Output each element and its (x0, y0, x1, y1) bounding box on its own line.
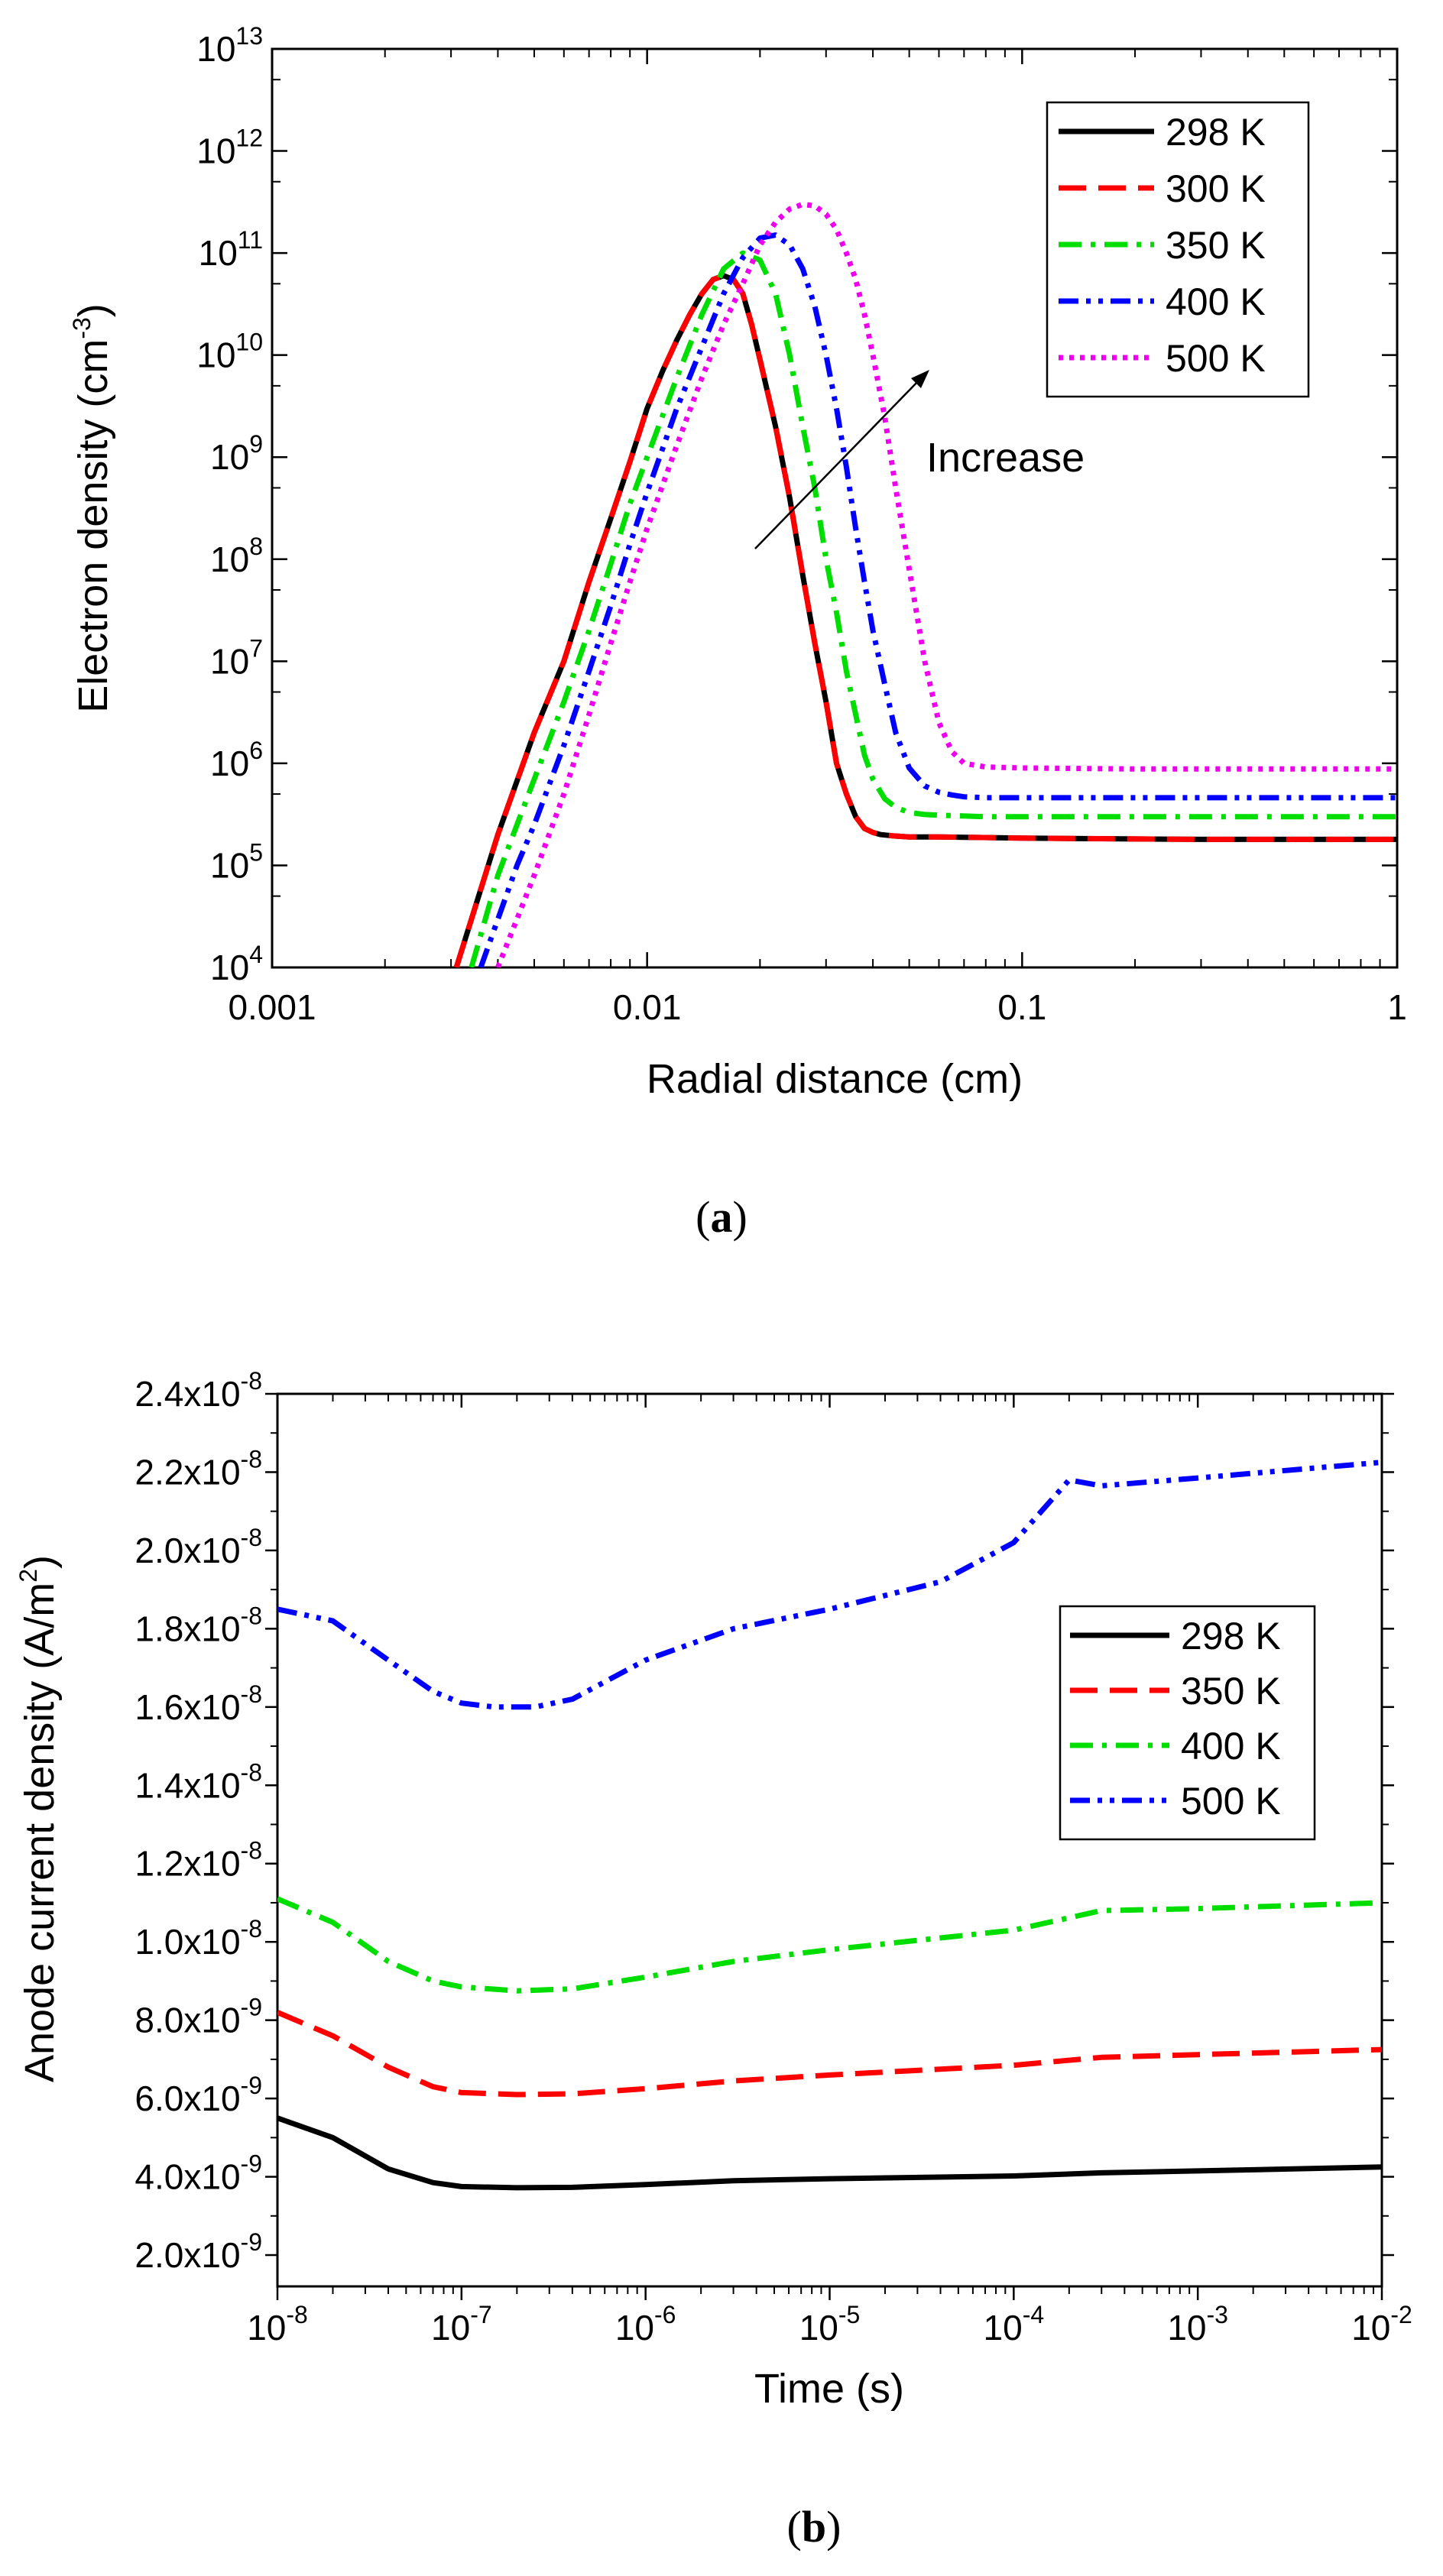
x-axis-title-b: Time (s) (754, 2366, 904, 2412)
series-group-a (453, 201, 1397, 967)
y-tick-label-a: 1013 (196, 22, 263, 69)
y-tick-label-a: 106 (210, 737, 263, 783)
y-tick-label-b: 4.0x10-9 (135, 2150, 262, 2197)
x-tick-labels-b: 10-8 10-7 10-6 10-5 10-4 10-3 10-2 (247, 2301, 1412, 2348)
x-tick-label-b: 10-6 (615, 2301, 676, 2348)
y-tick-labels-a: 104 105 106 107 108 109 1010 1011 1012 1013 (196, 22, 263, 987)
y-tick-label-a: 1012 (196, 125, 263, 171)
legend-label-b: 298 K (1181, 1615, 1281, 1657)
y-tick-label-b: 2.0x10-9 (135, 2228, 262, 2275)
x-tick-label-b: 10-2 (1351, 2301, 1412, 2348)
legend-label-b: 400 K (1181, 1725, 1281, 1768)
legend-label-b: 350 K (1181, 1670, 1281, 1712)
plot-frame-a (271, 47, 1399, 969)
y-tick-label-b: 6.0x10-9 (135, 2072, 262, 2118)
y-tick-label-b: 1.2x10-8 (135, 1837, 262, 1884)
series-group-b (277, 1460, 1382, 2191)
series-line-a (453, 273, 1397, 967)
tick-marks-b (265, 1392, 1394, 2300)
y-tick-label-a: 108 (210, 533, 263, 579)
tick-marks-a (271, 47, 1399, 969)
y-tick-label-a: 104 (210, 941, 263, 987)
y-tick-label-a: 1011 (199, 226, 263, 273)
y-tick-label-b: 2.0x10-8 (135, 1524, 262, 1570)
y-axis-title-a: Electron density (cm-3) (68, 303, 116, 713)
y-tick-label-a: 105 (210, 838, 263, 885)
legend-b: 298 K 350 K 400 K 500 K (1059, 1605, 1316, 1841)
series-line-a (469, 250, 1397, 967)
caption-a: (a) (696, 1192, 747, 1242)
y-tick-label-b: 2.2x10-8 (135, 1445, 262, 1492)
y-tick-label-a: 1010 (196, 329, 263, 375)
y-tick-label-b: 2.4x10-8 (135, 1367, 262, 1414)
y-tick-label-b: 1.4x10-8 (135, 1758, 262, 1805)
x-tick-label-a: 1 (1387, 987, 1407, 1027)
series-line-b (277, 1460, 1382, 1710)
y-tick-label-b: 1.8x10-8 (135, 1602, 262, 1648)
x-tick-label-b: 10-5 (799, 2301, 861, 2348)
legend-label-b: 500 K (1181, 1780, 1281, 1823)
legend-a: 298 K 300 K 350 K 400 K 500 K (1046, 101, 1310, 398)
legend-label-a: 350 K (1166, 224, 1266, 267)
y-tick-labels-b: 2.0x10-9 4.0x10-9 6.0x10-9 8.0x10-9 1.0x10-8… (135, 1367, 262, 2275)
x-axis-title-a: Radial distance (cm) (647, 1056, 1023, 1102)
series-line-b (277, 1896, 1382, 1994)
x-tick-label-b: 10-7 (431, 2301, 492, 2348)
legend-label-a: 298 K (1166, 111, 1266, 154)
y-tick-label-b: 1.6x10-8 (135, 1680, 262, 1727)
panel-a: 0.001 0.01 0.1 1 104 105 106 107 108 109 1010 1011… (68, 22, 1407, 1102)
x-tick-labels-a: 0.001 0.01 0.1 1 (228, 987, 1406, 1027)
x-tick-label-b: 10-3 (1167, 2301, 1228, 2348)
legend-label-a: 400 K (1166, 280, 1266, 323)
annotation-increase: Increase (926, 435, 1085, 481)
series-line-a (478, 232, 1397, 967)
x-tick-label-a: 0.1 (997, 987, 1046, 1027)
increase-arrow (754, 370, 929, 549)
y-tick-label-a: 107 (210, 634, 263, 681)
x-tick-label-a: 0.01 (613, 987, 682, 1027)
legend-box-b (1059, 1605, 1316, 1841)
y-axis-title-b: Anode current density (A/m2) (15, 1555, 63, 2082)
x-tick-label-b: 10-8 (247, 2301, 308, 2348)
x-tick-label-a: 0.001 (228, 987, 316, 1027)
legend-box-a (1046, 101, 1310, 398)
y-tick-label-a: 109 (210, 430, 263, 477)
legend-label-a: 300 K (1166, 167, 1266, 210)
y-tick-label-b: 1.0x10-8 (135, 1915, 262, 1962)
caption-b: (b) (787, 2502, 841, 2552)
x-tick-label-b: 10-4 (984, 2301, 1045, 2348)
y-tick-label-b: 8.0x10-9 (135, 1994, 262, 2040)
panel-b: 10-8 10-7 10-6 10-5 10-4 10-3 10-2 2.0x10-9 4.0… (15, 1367, 1412, 2412)
legend-label-a: 500 K (1166, 337, 1266, 380)
series-line-b (277, 2115, 1382, 2191)
series-line-b (277, 2010, 1382, 2098)
